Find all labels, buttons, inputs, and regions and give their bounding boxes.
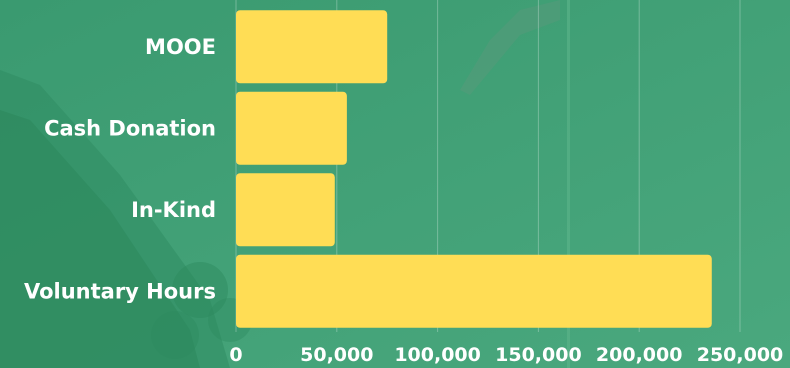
- bar: [236, 91, 347, 165]
- category-label: In-Kind: [131, 198, 216, 222]
- x-tick-label: 0: [229, 344, 242, 366]
- x-tick-label: 250,000: [697, 344, 784, 366]
- bar: [236, 173, 335, 247]
- bar: [236, 10, 388, 84]
- category-label: MOOE: [145, 35, 216, 59]
- x-tick-label: 200,000: [596, 344, 683, 366]
- bar: [236, 254, 712, 328]
- x-tick-label: 150,000: [495, 344, 582, 366]
- bars: [236, 10, 712, 328]
- x-tick-label: 50,000: [300, 344, 373, 366]
- x-tick-labels: 0 50,000 100,000 150,000 200,000 250,000: [229, 344, 783, 366]
- x-tick-label: 100,000: [394, 344, 481, 366]
- category-label: Voluntary Hours: [24, 279, 216, 303]
- category-label: Cash Donation: [44, 116, 216, 140]
- category-labels: MOOE Cash Donation In-Kind Voluntary Hours: [24, 35, 216, 304]
